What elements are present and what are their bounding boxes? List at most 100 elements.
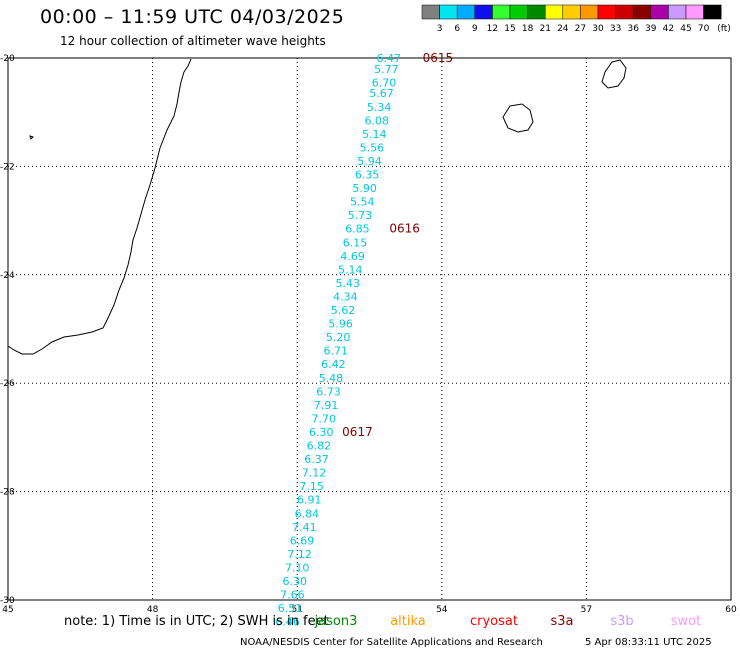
- wave-height-value: 6.51: [278, 602, 303, 615]
- lat-tick-label: -26: [0, 379, 15, 389]
- satellite-legend-s3b: s3b: [610, 614, 633, 629]
- wave-height-value: 6.42: [321, 358, 346, 371]
- lat-tick-label: -24: [0, 271, 15, 281]
- wave-height-value: 6.15: [343, 236, 368, 249]
- wave-height-value: 5.48: [319, 372, 344, 385]
- lat-tick-label: -30: [0, 596, 15, 606]
- legend-label: 70: [698, 24, 710, 34]
- legend-label: 21: [539, 24, 550, 34]
- legend-label: 6: [454, 24, 460, 34]
- legend-label: 18: [522, 24, 534, 34]
- wave-height-value: 6.73: [316, 385, 341, 398]
- wave-height-value: 6.85: [345, 223, 370, 236]
- wave-height-value: 6.82: [307, 440, 332, 453]
- wave-height-value: 5.67: [369, 87, 394, 100]
- wave-height-value: 7.12: [287, 548, 312, 561]
- wave-height-value: 6.91: [297, 494, 322, 507]
- footer-credit: NOAA/NESDIS Center for Satellite Applica…: [240, 637, 543, 648]
- wave-height-value: 4.34: [333, 290, 358, 303]
- wave-height-value: 6.71: [324, 345, 349, 358]
- wave-height-value: 6.35: [355, 169, 380, 182]
- wave-height-value: 5.14: [338, 263, 363, 276]
- madagascar-islet: [29, 135, 34, 140]
- legend-label: 3: [437, 24, 443, 34]
- lat-tick-label: -28: [0, 488, 15, 498]
- pass-time-label: 0616: [389, 222, 420, 236]
- madagascar-coast: [7, 58, 192, 355]
- wave-height-value: 5.56: [360, 141, 385, 154]
- lon-tick-label: 48: [147, 605, 159, 615]
- wave-height-value: 6.46: [275, 616, 300, 629]
- lat-tick-label: -22: [0, 162, 15, 172]
- wave-height-value: 6.30: [309, 426, 334, 439]
- satellite-legend-s3a: s3a: [550, 614, 573, 629]
- wave-height-value: 7.91: [314, 399, 339, 412]
- map-title: 00:00 – 11:59 UTC 04/03/2025: [40, 6, 345, 28]
- wave-height-value: 5.54: [350, 196, 375, 209]
- satellite-legend-swot: swot: [671, 614, 701, 629]
- wave-height-value: 5.94: [357, 155, 382, 168]
- lon-tick-label: 57: [581, 605, 592, 615]
- lon-tick-label: 54: [436, 605, 448, 615]
- mauritius-island: [601, 59, 627, 89]
- altimeter-track: 6.475.776.705.675.346.085.145.565.946.35…: [275, 52, 401, 629]
- wave-height-value: 5.34: [367, 101, 392, 114]
- wave-height-value: 6.37: [304, 453, 329, 466]
- legend-label: 15: [504, 24, 515, 34]
- wave-height-value: 7.70: [311, 412, 336, 425]
- lon-tick-label: 51: [291, 605, 302, 615]
- graticule: [8, 58, 731, 600]
- reunion-island: [502, 103, 534, 133]
- wave-height-value: 4.69: [340, 250, 365, 263]
- footer-timestamp: 5 Apr 08:33:11 UTC 2025: [585, 637, 712, 648]
- legend-swatch: [703, 4, 722, 20]
- lon-tick-label: 60: [725, 605, 737, 615]
- wave-height-value: 5.62: [331, 304, 356, 317]
- wave-height-legend: 3 6 9 12 15 18 21 24 27 30 33 36 39 42 45 70 (ft): [421, 4, 731, 34]
- wave-height-value: 6.30: [283, 575, 308, 588]
- satellite-legend-altika: altika: [390, 614, 426, 629]
- wave-height-value: 5.77: [374, 63, 399, 76]
- lon-tick-label: 45: [2, 605, 13, 615]
- footer: note: 1) Time is in UTC; 2) SWH is in fe…: [64, 614, 712, 648]
- satellite-legend-jason3: jason3: [314, 614, 358, 629]
- legend-label: 30: [592, 24, 604, 34]
- legend-label: 39: [645, 24, 657, 34]
- wave-height-value: 5.90: [352, 182, 377, 195]
- satellite-legend-cryosat: cryosat: [470, 614, 518, 629]
- pass-time-label: 0615: [423, 51, 454, 65]
- footer-note: note: 1) Time is in UTC; 2) SWH is in fe…: [64, 614, 329, 629]
- wave-height-value: 7.10: [285, 561, 310, 574]
- legend-label: 9: [472, 24, 478, 34]
- legend-label: 12: [487, 24, 498, 34]
- wave-height-value: 7.12: [302, 467, 327, 480]
- axis-ticks: 45 48 51 54 57 60 -20 -22 -24 -26 -28 -30: [0, 54, 737, 615]
- wave-height-value: 6.70: [372, 76, 397, 89]
- wave-height-value: 5.43: [336, 277, 361, 290]
- wave-height-value: 5.73: [348, 209, 373, 222]
- map-frame: [7, 57, 732, 601]
- wave-height-value: 7.41: [292, 521, 317, 534]
- legend-label: 36: [627, 24, 639, 34]
- wave-height-value: 5.14: [362, 128, 387, 141]
- legend-label: 45: [680, 24, 691, 34]
- wave-height-value: 6.69: [290, 534, 315, 547]
- wave-height-value: 7.66: [280, 589, 305, 602]
- wave-height-value: 5.96: [328, 318, 353, 331]
- legend-label: 42: [663, 24, 674, 34]
- legend-label: 27: [575, 24, 586, 34]
- wave-height-value: 6.08: [364, 114, 389, 127]
- legend-label: 24: [557, 24, 569, 34]
- wave-height-value: 5.20: [326, 331, 351, 344]
- wave-height-value: 7.15: [299, 480, 324, 493]
- coastline: [7, 58, 627, 355]
- wave-height-value: 6.84: [295, 507, 320, 520]
- legend-unit: (ft): [717, 24, 731, 34]
- lat-tick-label: -20: [0, 54, 15, 64]
- legend-label: 33: [610, 24, 621, 34]
- pass-time-label: 0617: [342, 425, 373, 439]
- pass-time-labels: 0615 0616 0617: [342, 51, 453, 439]
- wave-height-value: 6.47: [377, 52, 402, 65]
- map-subtitle: 12 hour collection of altimeter wave hei…: [60, 34, 326, 48]
